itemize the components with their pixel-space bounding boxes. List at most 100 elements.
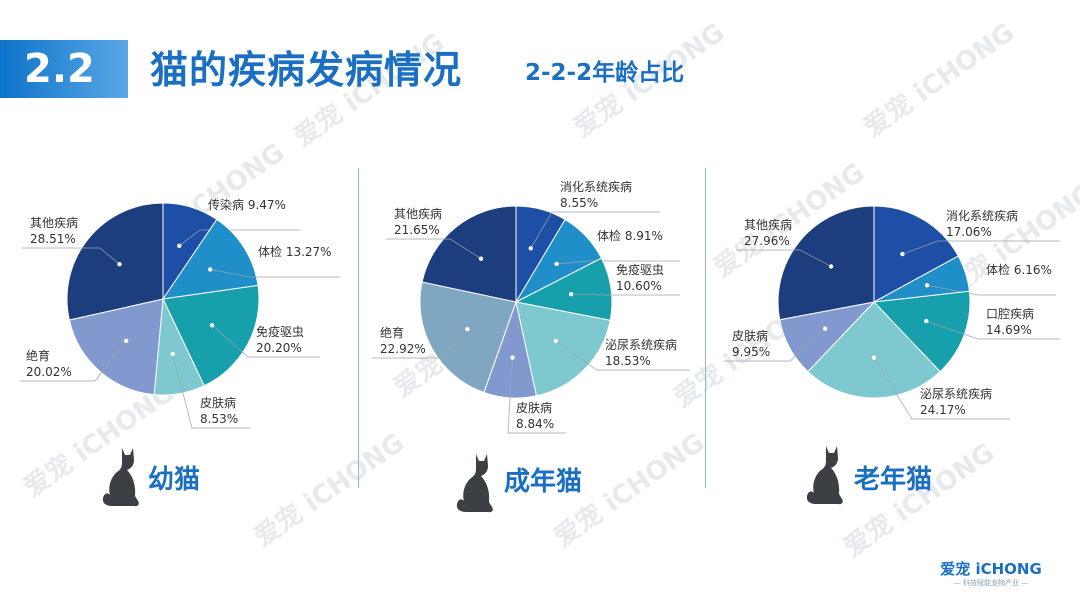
slice-marker [924, 318, 929, 324]
pie-slice [515, 301, 611, 397]
slice-marker [510, 355, 515, 360]
leader-line [724, 328, 826, 362]
pie-slice [777, 205, 875, 321]
section-number: 2.2 [24, 46, 95, 92]
leader-line [902, 240, 1060, 255]
slice-marker [465, 327, 470, 332]
slice-marker [177, 243, 182, 248]
leader-line [736, 249, 832, 267]
pie-chart-2: 消化系统疾病 17.06% 体检 6.16% 口腔疾病 14.69% 泌尿系统疾病 24.1… [724, 205, 1060, 420]
slice-marker [209, 323, 215, 328]
slice-value-label: 20.20% [256, 341, 302, 355]
leader-line [22, 247, 120, 265]
slice-label: 其他疾病 [30, 215, 78, 230]
leader-line [530, 211, 660, 249]
slice-label: 口腔疾病 [986, 306, 1034, 321]
slice-value-label: 21.65% [394, 223, 440, 237]
leader-line [372, 328, 468, 359]
slice-value-label: 27.96% [744, 234, 790, 248]
pie-slice [66, 202, 164, 321]
slice-value-label: 20.02% [26, 365, 72, 379]
slice-value-label: 24.17% [920, 403, 966, 417]
logo-text: 爱宠 iCHONG [940, 560, 1042, 578]
slice-marker [528, 246, 533, 251]
slice-marker [822, 326, 828, 331]
slice-label: 免疫驱虫 [616, 262, 664, 277]
leader-line [20, 340, 127, 382]
slice-label: 体检 6.16% [986, 262, 1052, 277]
pie-chart-0: 传染病 9.47% 体检 13.27% 免疫驱虫 20.20% 皮肤病 8.53% 绝育 20… [20, 197, 340, 429]
slice-label: 泌尿系统疾病 [605, 337, 677, 352]
slice-value-label: 22.92% [380, 342, 426, 356]
slice-value-label: 9.95% [732, 345, 770, 359]
pie-slice [68, 298, 164, 396]
slice-marker [554, 261, 559, 267]
brand-logo: 爱宠 iCHONG — 科技赋能宠物产业 — [936, 560, 1046, 588]
pie-chart-1: 消化系统疾病 8.55% 体检 8.91% 免疫驱虫 10.60% 泌尿系统疾病 18.53… [372, 179, 690, 434]
column-divider [358, 168, 359, 488]
cat-icon [456, 454, 493, 513]
pie-slice [872, 290, 971, 373]
slice-label: 体检 8.91% [597, 228, 663, 243]
leader-line [555, 340, 690, 371]
slice-value-label: 10.60% [616, 279, 662, 293]
slice-label: 绝育 [380, 325, 404, 340]
pie-title-kitten: 幼猫 [148, 465, 201, 495]
leader-line [927, 284, 1056, 296]
slice-label: 泌尿系统疾病 [920, 386, 992, 401]
slice-marker [208, 267, 213, 272]
leader-line [873, 357, 1010, 420]
pie-title-adult: 成年猫 [504, 467, 583, 497]
slice-label: 绝育 [26, 348, 50, 363]
leader-line [179, 229, 300, 247]
slice-label: 皮肤病 [516, 400, 552, 415]
leader-line [172, 353, 250, 429]
leader-line [571, 293, 680, 296]
slice-label: 消化系统疾病 [946, 208, 1018, 223]
slice-value-label: 18.53% [605, 354, 651, 368]
slice-value-label: 8.84% [516, 417, 554, 431]
slice-label: 其他疾病 [394, 206, 442, 221]
slice-marker [924, 283, 930, 288]
slice-value-label: 14.69% [986, 323, 1032, 337]
pie-slice [161, 218, 259, 300]
slice-marker [553, 338, 558, 344]
pie-slice [873, 205, 959, 303]
pie-slice [162, 284, 260, 387]
slice-label: 传染病 9.47% [208, 197, 286, 212]
slice-value-label: 28.51% [30, 232, 76, 246]
slice-marker [170, 351, 175, 356]
slice-marker [478, 256, 484, 261]
leader-line [386, 238, 482, 259]
slice-label: 皮肤病 [732, 328, 768, 343]
slice-label: 其他疾病 [744, 217, 792, 232]
pie-slice [421, 205, 517, 303]
slice-label: 消化系统疾病 [560, 179, 632, 194]
slice-value-label: 8.53% [200, 412, 238, 426]
slice-value-label: 8.55% [560, 196, 598, 210]
slice-value-label: 17.06% [946, 225, 992, 239]
slice-marker [568, 292, 574, 297]
column-divider [705, 168, 706, 488]
slice-marker [828, 264, 834, 269]
page-subtitle: 2-2-2年龄占比 [525, 60, 685, 86]
pie-slice [807, 301, 941, 399]
slice-label: 免疫驱虫 [256, 324, 304, 339]
pie-slice [419, 281, 517, 394]
logo-tagline: — 科技赋能宠物产业 — [953, 579, 1029, 587]
slice-label: 皮肤病 [200, 395, 236, 410]
slice-label: 体检 13.27% [258, 244, 332, 259]
slice-marker [117, 262, 122, 267]
leader-line [211, 325, 320, 358]
slice-marker [900, 251, 905, 257]
leader-line [926, 320, 1060, 340]
leader-line [556, 260, 680, 265]
pie-title-senior: 老年猫 [854, 465, 933, 495]
leader-line [210, 269, 340, 278]
leader-line [507, 357, 566, 434]
page-title: 猫的疾病发病情况 [150, 48, 463, 92]
slice-marker [871, 355, 877, 360]
cat-icon [102, 448, 139, 507]
cat-icon [806, 446, 843, 505]
